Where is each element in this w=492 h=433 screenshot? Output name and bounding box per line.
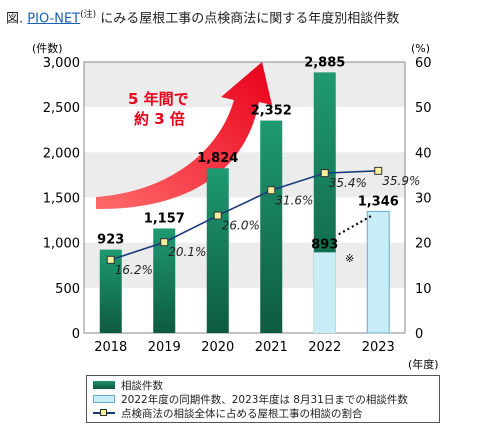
ratio-label: 35.9%: [382, 174, 420, 188]
y-right-tick-label: 50: [415, 101, 432, 116]
bar-consultations: [260, 120, 283, 333]
title-prefix: 図.: [6, 11, 24, 27]
y-left-tick-label: 500: [55, 282, 80, 297]
bar-value-label: 923: [97, 233, 124, 248]
y-left-tick-label: 1,500: [43, 192, 80, 207]
bar-value-label: 2,352: [251, 104, 292, 119]
x-tick-label: 2023: [362, 340, 395, 355]
legend-swatch-blue: [93, 395, 115, 403]
y-left-tick-label: 2,500: [43, 101, 80, 116]
ratio-label: 16.2%: [115, 263, 153, 277]
ratio-point: [267, 186, 276, 195]
bar-value-label: 1,346: [358, 194, 399, 209]
page-title: 図. PIO-NET(注) にみる屋根工事の点検商法に関する年度別相談件数: [6, 7, 399, 26]
ratio-point: [160, 238, 169, 247]
legend-item-ratio: 点検商法の相談全体に占める屋根工事の相談の割合: [93, 406, 433, 420]
bar-value-label: 893: [311, 237, 338, 252]
legend: 相談件数 2022年度の同期件数、2023年度は 8月31日までの相談件数 点検…: [86, 375, 440, 423]
grid-band: [84, 287, 405, 333]
ratio-label: 31.6%: [275, 193, 313, 207]
title-text: にみる屋根工事の点検商法に関する年度別相談件数: [100, 11, 400, 27]
grid-band: [84, 152, 405, 198]
legend-item-same-period: 2022年度の同期件数、2023年度は 8月31日までの相談件数: [93, 392, 433, 406]
bar-same-period: [313, 252, 336, 333]
bar-value-label: 2,885: [304, 55, 345, 70]
legend-label: 相談件数: [121, 379, 163, 392]
x-tick-label: 2018: [94, 340, 127, 355]
bar-same-period: [366, 210, 390, 334]
ratio-label: 35.4%: [329, 176, 367, 190]
y-right-tick-label: 60: [415, 56, 432, 71]
y-right-tick-label: 0: [415, 327, 423, 342]
y-right-tick-label: 30: [415, 192, 432, 207]
legend-label: 2022年度の同期件数、2023年度は 8月31日までの相談件数: [121, 393, 408, 406]
bar-consultations: [99, 249, 122, 333]
y-left-tick-label: 2,000: [43, 146, 80, 161]
pio-net-link[interactable]: PIO-NET: [27, 11, 81, 27]
bar-value-label: 1,157: [144, 211, 185, 226]
y-axis-left-label: (件数): [32, 42, 63, 55]
ratio-line: [110, 170, 379, 261]
ratio-point: [320, 169, 329, 178]
legend-label: 点検商法の相談全体に占める屋根工事の相談の割合: [121, 407, 363, 420]
y-right-tick-label: 10: [415, 282, 432, 297]
bar-consultations: [153, 228, 176, 333]
y-right-tick-label: 40: [415, 146, 432, 161]
x-axis-label: (年度): [408, 357, 439, 371]
y-right-tick-label: 20: [415, 237, 432, 252]
ratio-point: [374, 166, 383, 175]
x-tick-label: 2020: [201, 340, 234, 355]
ratio-label: 26.0%: [222, 219, 260, 233]
legend-swatch-green: [93, 381, 115, 389]
same-period-connector: [338, 214, 373, 236]
x-tick-label: 2022: [308, 340, 341, 355]
y-left-tick-label: 3,000: [43, 56, 80, 71]
growth-annotation-line2: 約 3 倍: [134, 110, 185, 128]
bar-value-label: 1,824: [197, 151, 238, 166]
ratio-point: [106, 255, 115, 264]
growth-annotation-line1: 5 年間で: [128, 90, 189, 108]
ratio-point: [213, 211, 222, 220]
title-note: (注): [80, 10, 97, 20]
asterisk-mark: ※: [345, 252, 354, 265]
legend-swatch-line: [93, 409, 115, 417]
chart: (件数) (%) (年度) 05001,0001,5002,0002,5003,…: [32, 42, 439, 371]
x-tick-label: 2019: [148, 340, 181, 355]
bar-consultations: [206, 168, 229, 333]
legend-item-consultations: 相談件数: [93, 378, 433, 392]
plot-frame: [83, 61, 406, 334]
growth-arrow-icon: [96, 62, 272, 210]
x-tick-label: 2021: [255, 340, 288, 355]
y-axis-right-label: (%): [411, 42, 430, 55]
ratio-label: 20.1%: [168, 245, 206, 259]
y-left-tick-label: 1,000: [43, 237, 80, 252]
y-left-tick-label: 0: [72, 327, 80, 342]
